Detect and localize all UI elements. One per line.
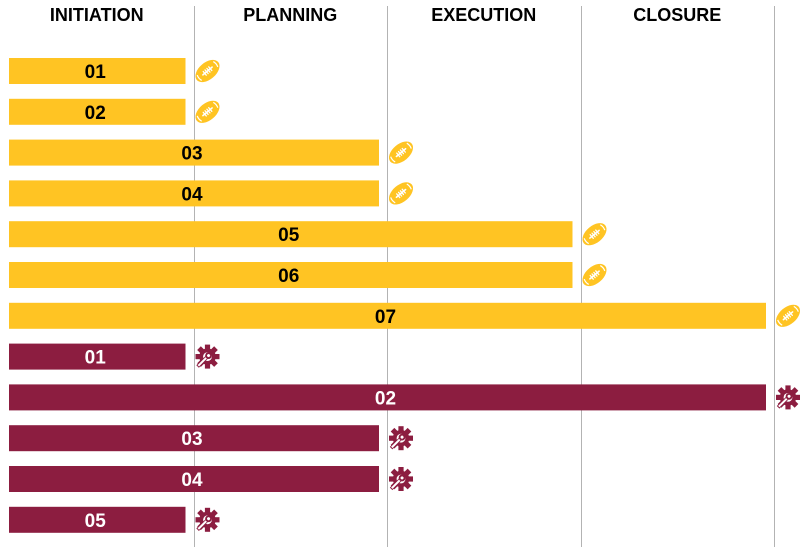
bar-label: 01	[85, 348, 107, 369]
bar-row: 04	[9, 466, 379, 492]
football-icon	[388, 182, 414, 205]
gear-wrench-icon	[195, 344, 220, 369]
bar-label: 07	[375, 307, 396, 328]
bars: 01 02 03 04 05 06 07 01 02 03 04 05	[9, 58, 766, 533]
gear-wrench-icon	[389, 467, 413, 491]
bar-label: 05	[278, 225, 300, 246]
bar-row: 05	[9, 221, 573, 248]
bar-icons	[195, 59, 801, 532]
bar-row: 02	[9, 384, 766, 411]
bar-label: 04	[181, 184, 203, 205]
bar-row: 04	[9, 180, 379, 207]
football-icon	[195, 100, 220, 123]
bar-row: 03	[9, 425, 379, 452]
gear-wrench-icon	[195, 507, 220, 532]
bar-row: 02	[9, 98, 186, 125]
bar-gold-03	[9, 139, 379, 166]
phase-label-initiation: INITIATION	[50, 5, 144, 25]
bar-label: 05	[85, 511, 107, 532]
bar-maroon-02	[9, 384, 766, 411]
phase-label-planning: PLANNING	[243, 5, 337, 25]
bar-gold-01	[9, 58, 186, 84]
bar-label: 03	[181, 429, 202, 450]
phase-label-execution: EXECUTION	[431, 5, 536, 25]
gear-wrench-icon	[776, 385, 800, 410]
football-icon	[195, 59, 220, 83]
football-icon	[582, 223, 607, 246]
bar-label: 02	[375, 388, 396, 409]
bar-row: 03	[9, 139, 379, 166]
football-icon	[775, 304, 801, 327]
gear-wrench-icon	[389, 426, 413, 451]
bar-maroon-05	[9, 506, 186, 533]
bar-label: 02	[85, 103, 106, 124]
bar-row: 06	[9, 262, 573, 288]
bar-gold-07	[9, 302, 766, 329]
bar-label: 06	[278, 266, 299, 287]
bar-label: 01	[85, 62, 107, 83]
bar-row: 07	[9, 302, 766, 329]
phase-label-closure: CLOSURE	[633, 5, 721, 25]
bar-gold-02	[9, 98, 186, 125]
football-icon	[388, 141, 414, 164]
bar-row: 01	[9, 58, 186, 84]
bar-label: 04	[181, 470, 203, 491]
bar-maroon-03	[9, 425, 379, 452]
bar-row: 05	[9, 506, 186, 533]
bar-gold-05	[9, 221, 573, 248]
phase-header: INITIATION PLANNING EXECUTION CLOSURE	[50, 5, 721, 25]
bar-gold-04	[9, 180, 379, 207]
bar-row: 01	[9, 343, 186, 370]
football-icon	[582, 263, 607, 287]
bar-gold-06	[9, 262, 573, 288]
bar-maroon-01	[9, 343, 186, 370]
bar-label: 03	[181, 144, 202, 165]
bar-maroon-04	[9, 466, 379, 492]
